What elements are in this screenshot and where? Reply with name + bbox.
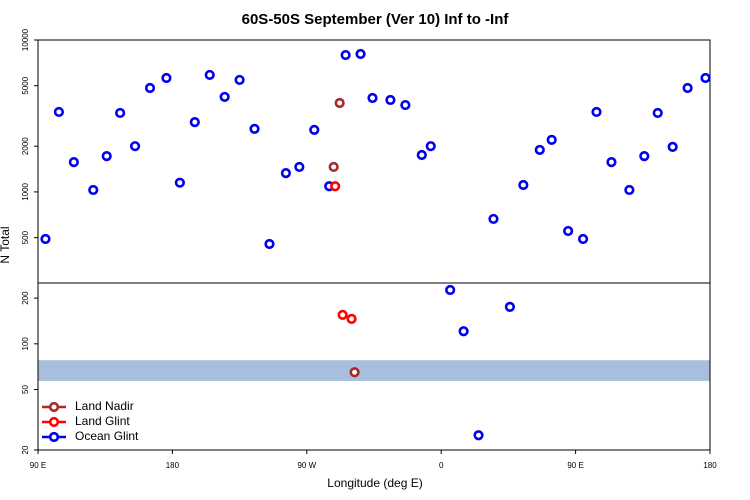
y-tick-label: 5000: [21, 76, 30, 94]
legend-label: Land Glint: [75, 414, 130, 428]
point: [488, 213, 499, 225]
shaded-band: [38, 360, 710, 381]
point: [328, 161, 339, 173]
point: [161, 72, 172, 84]
point: [249, 123, 260, 134]
point: [682, 82, 693, 94]
chart-title: 60S-50S September (Ver 10) Inf to -Inf: [242, 11, 510, 28]
point: [204, 69, 215, 81]
point: [563, 225, 574, 237]
point: [53, 106, 65, 118]
point: [400, 99, 411, 111]
point: [280, 167, 291, 179]
y-tick-label: 1000: [21, 182, 30, 200]
point: [309, 124, 320, 135]
point: [129, 141, 141, 152]
point: [591, 106, 602, 118]
point: [606, 157, 617, 168]
legend-label: Ocean Glint: [75, 429, 139, 443]
x-tick-label: 180: [703, 461, 717, 470]
point: [624, 184, 635, 196]
point: [189, 117, 200, 128]
point: [40, 233, 51, 245]
point: [349, 367, 360, 378]
point: [416, 149, 427, 161]
point: [534, 144, 545, 156]
point: [174, 177, 185, 188]
point: [458, 326, 469, 337]
y-tick-label: 10000: [21, 28, 30, 51]
point: [700, 72, 711, 84]
y-tick-label: 50: [21, 385, 30, 394]
point: [346, 313, 357, 324]
point: [546, 134, 557, 145]
y-tick-label: 100: [21, 337, 30, 351]
point: [144, 82, 156, 94]
point: [667, 141, 678, 152]
legend-marker: [48, 431, 60, 443]
point: [385, 94, 396, 106]
point: [115, 107, 126, 119]
point: [294, 161, 305, 173]
legend-label: Land Nadir: [75, 399, 134, 413]
point: [334, 97, 345, 109]
point: [355, 48, 366, 60]
point: [425, 141, 436, 152]
y-axis-label: N Total: [0, 226, 12, 263]
point: [577, 233, 589, 245]
x-tick-label: 90 E: [567, 461, 583, 470]
plot-frame: [37, 39, 711, 451]
x-tick-label: 0: [439, 461, 444, 470]
point: [101, 151, 112, 162]
y-tick-label: 2000: [21, 137, 30, 155]
y-tick-label: 200: [21, 291, 30, 305]
legend-marker: [48, 401, 60, 413]
point: [639, 151, 650, 162]
point: [367, 92, 378, 104]
point: [234, 74, 245, 86]
point: [68, 157, 79, 168]
y-tick-label: 20: [21, 445, 30, 454]
point: [330, 181, 341, 192]
x-axis-label: Longitude (deg E): [327, 476, 422, 490]
legend-marker: [48, 416, 60, 428]
point: [504, 301, 515, 312]
point: [652, 107, 663, 119]
point: [340, 49, 351, 61]
x-tick-label: 180: [166, 461, 180, 470]
point: [337, 309, 348, 321]
point: [518, 179, 529, 191]
y-tick-label: 500: [21, 230, 30, 244]
point: [88, 184, 99, 196]
x-tick-label: 90 W: [297, 461, 316, 470]
x-tick-label: 90 E: [30, 461, 46, 470]
point: [473, 430, 484, 441]
point: [445, 284, 456, 296]
point: [264, 238, 275, 250]
point: [219, 91, 230, 103]
